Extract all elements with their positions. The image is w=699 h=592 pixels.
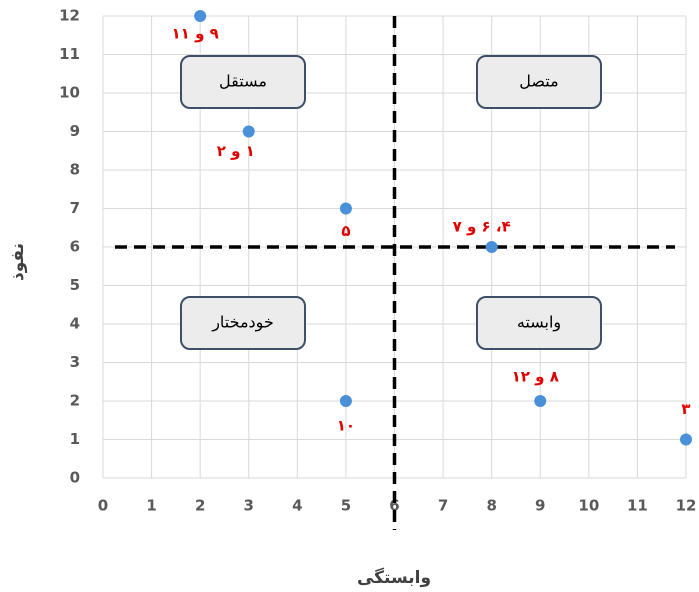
- x-tick-label: 6: [389, 497, 399, 515]
- x-tick-label: 3: [244, 497, 254, 515]
- x-tick-label: 8: [486, 497, 496, 515]
- y-tick-label: 10: [59, 84, 80, 102]
- y-tick-label: 8: [70, 161, 80, 179]
- y-tick-label: 12: [59, 7, 80, 25]
- x-tick-label: 11: [627, 497, 648, 515]
- point-label: ۱ و ۲: [217, 142, 255, 160]
- quadrant-box: [180, 55, 306, 109]
- point-label: ۱۰: [337, 417, 355, 435]
- point: [194, 10, 207, 22]
- x-axis-label: وابستگی: [357, 567, 431, 588]
- y-tick-label: 7: [70, 199, 80, 217]
- y-tick-label: 1: [70, 430, 80, 448]
- y-tick-label: 6: [70, 238, 80, 256]
- y-tick-label: 9: [70, 122, 80, 140]
- y-tick-label: 11: [59, 45, 80, 63]
- point: [242, 125, 255, 138]
- x-tick-label: 9: [535, 497, 545, 515]
- quadrant-label: مستقل: [219, 72, 267, 91]
- y-tick-label: 3: [70, 353, 80, 371]
- y-tick-label: 2: [70, 392, 80, 410]
- y-tick-label: 4: [70, 315, 80, 333]
- point: [339, 395, 352, 407]
- point-label: ۵: [341, 222, 350, 240]
- y-tick-label: 0: [70, 469, 80, 487]
- x-tick-label: 0: [98, 497, 108, 515]
- point: [680, 433, 692, 446]
- point-label: ۴، ۶ و ۷: [453, 218, 511, 236]
- y-tick-label: 5: [70, 276, 80, 294]
- x-tick-label: 5: [341, 497, 351, 515]
- quadrant-box: [180, 296, 306, 350]
- quadrant-label: خودمختار: [211, 313, 274, 333]
- point: [339, 202, 352, 215]
- point-label: ۹ و ۱۱: [172, 25, 219, 43]
- point-label: ۸ و ۱۲: [512, 368, 559, 386]
- quadrant-box: [476, 296, 602, 350]
- point: [485, 241, 498, 253]
- x-tick-label: 4: [292, 497, 302, 515]
- quadrant-label: متصل: [519, 72, 558, 91]
- x-tick-label: 10: [578, 497, 599, 515]
- quadrant-box: [476, 55, 602, 109]
- point: [534, 395, 547, 407]
- point-label: ۳: [681, 400, 690, 418]
- x-tick-label: 1: [146, 497, 156, 515]
- quadrant-label: وابسته: [517, 313, 561, 333]
- x-tick-label: 12: [676, 497, 697, 515]
- x-tick-label: 7: [438, 497, 448, 515]
- y-axis-label: نفوذ: [8, 243, 28, 281]
- x-tick-label: 2: [195, 497, 205, 515]
